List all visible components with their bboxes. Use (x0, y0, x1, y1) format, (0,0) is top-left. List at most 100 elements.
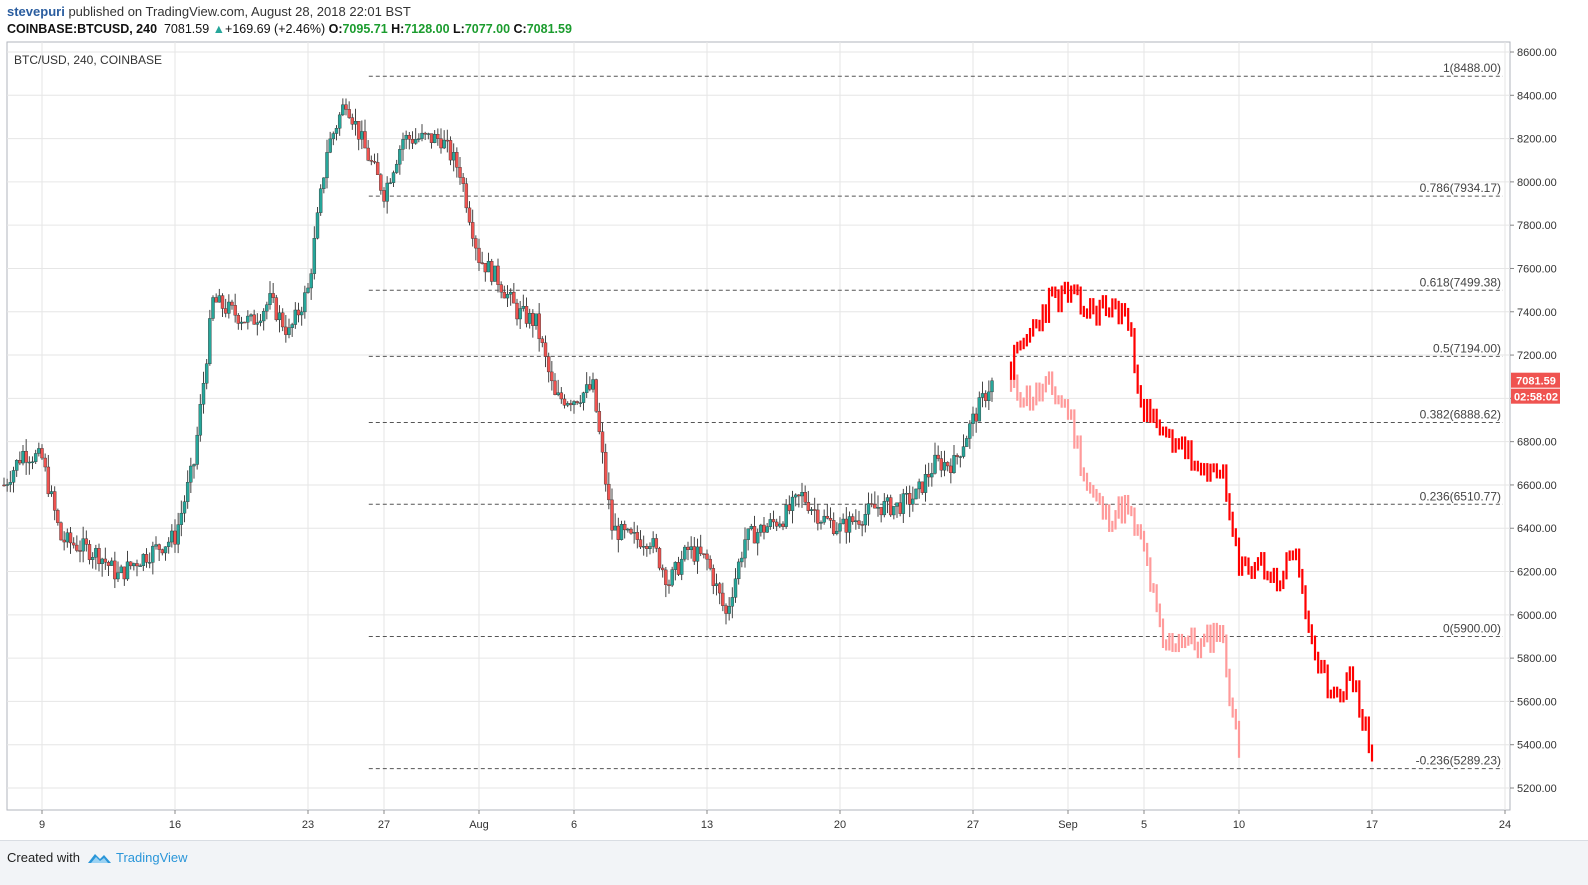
candle-up (809, 509, 814, 511)
candle-up (800, 492, 804, 497)
candle-down (660, 567, 665, 571)
candle-up (30, 461, 35, 463)
candle-up (581, 392, 586, 403)
x-axis[interactable]: 9 16 23 27 Aug 6 13 20 27 Sep 5 10 17 24 (39, 810, 1511, 831)
candle-up (318, 188, 323, 213)
candle-up (689, 546, 693, 550)
candle-up (683, 546, 687, 560)
candle-up (5, 484, 9, 486)
candle-up (204, 363, 209, 384)
candle-up (838, 523, 842, 532)
candle-up (866, 503, 871, 515)
candle-down (274, 297, 279, 321)
candle-up (33, 453, 38, 462)
y-axis[interactable]: 8600.00 8400.00 8200.00 8000.00 7800.00 7600.… (1510, 47, 1557, 795)
candle-down (445, 139, 450, 142)
candle-down (470, 222, 475, 239)
candle-up (695, 546, 700, 562)
candle-up (417, 138, 421, 140)
candle-down (52, 491, 57, 511)
candle-down (62, 539, 66, 543)
candle-down (382, 190, 386, 202)
candle-up (227, 301, 231, 314)
candle-down (553, 380, 557, 395)
candle-up (201, 383, 206, 405)
candle-down (806, 502, 811, 511)
candle-down (461, 177, 465, 184)
candle-down (113, 560, 117, 580)
y-tick-label: 8000.00 (1517, 177, 1557, 189)
candle-up (299, 311, 304, 316)
candle-down (588, 384, 592, 390)
candle-down (97, 548, 101, 565)
candle-down (667, 584, 671, 587)
x-tick-label: 9 (39, 819, 45, 831)
candle-up (942, 462, 947, 471)
author-name[interactable]: stevepuri (7, 4, 65, 19)
fib-label: -0.236(5289.23) (1416, 754, 1501, 768)
up-arrow-icon: ▲ (212, 22, 226, 36)
candle-down (40, 448, 44, 459)
price-chart[interactable]: 1(8488.00) 0.786(7934.17) 0.618(7499.38) 0.… (0, 0, 1588, 840)
candle-up (534, 313, 538, 326)
candle-down (860, 524, 864, 526)
candle-down (939, 458, 944, 471)
candle-down (907, 493, 912, 505)
candle-down (920, 481, 925, 493)
tradingview-brand-link[interactable]: TradingView (116, 850, 188, 865)
candle-up (312, 238, 317, 274)
candle-down (43, 457, 47, 468)
candle-down (436, 134, 440, 139)
candle-up (116, 572, 120, 580)
candle-up (166, 541, 171, 547)
candle-up (255, 322, 260, 325)
grid (7, 42, 1510, 810)
y-tick-label: 6800.00 (1517, 437, 1557, 449)
candle-up (290, 324, 294, 328)
tradingview-logo-icon[interactable] (86, 847, 196, 869)
candle-up (904, 493, 909, 495)
candle-down (803, 492, 807, 503)
candle-up (673, 562, 678, 570)
candle-down (873, 504, 877, 509)
candle-down (356, 120, 361, 140)
candle-up (990, 380, 994, 393)
candle-down (657, 548, 662, 569)
candle-up (901, 493, 906, 514)
x-tick-label: 13 (701, 819, 713, 831)
projection (1009, 281, 1374, 762)
x-tick-label: 23 (302, 819, 314, 831)
candle-down (531, 312, 535, 326)
candle-up (413, 139, 418, 144)
candle-up (334, 128, 339, 134)
countdown-tag (1511, 388, 1560, 404)
candle-down (645, 545, 649, 549)
candle-up (208, 318, 212, 364)
candle-up (65, 532, 70, 543)
candle-up (651, 538, 655, 547)
candle-up (258, 320, 263, 323)
candle-up (987, 391, 991, 401)
candle-down (173, 530, 177, 545)
candle-up (21, 451, 25, 464)
candle-down (363, 131, 367, 149)
candle-up (315, 212, 320, 239)
candle-down (502, 291, 507, 299)
x-tick-label: Aug (469, 819, 489, 831)
candle-up (508, 291, 513, 295)
candle-up (341, 104, 345, 116)
candle-up (765, 526, 769, 533)
candle-down (407, 135, 412, 140)
candle-down (347, 109, 351, 118)
plot-area[interactable] (6, 41, 1511, 811)
y-tick-label: 8600.00 (1517, 47, 1557, 59)
candle-up (743, 539, 747, 559)
candle-down (2, 484, 6, 487)
candle-down (774, 521, 779, 527)
candle-up (648, 546, 652, 549)
candle-down (607, 483, 611, 501)
candle-up (679, 558, 684, 575)
candle-down (844, 518, 849, 533)
candle-up (578, 402, 583, 404)
candle-up (977, 397, 982, 422)
